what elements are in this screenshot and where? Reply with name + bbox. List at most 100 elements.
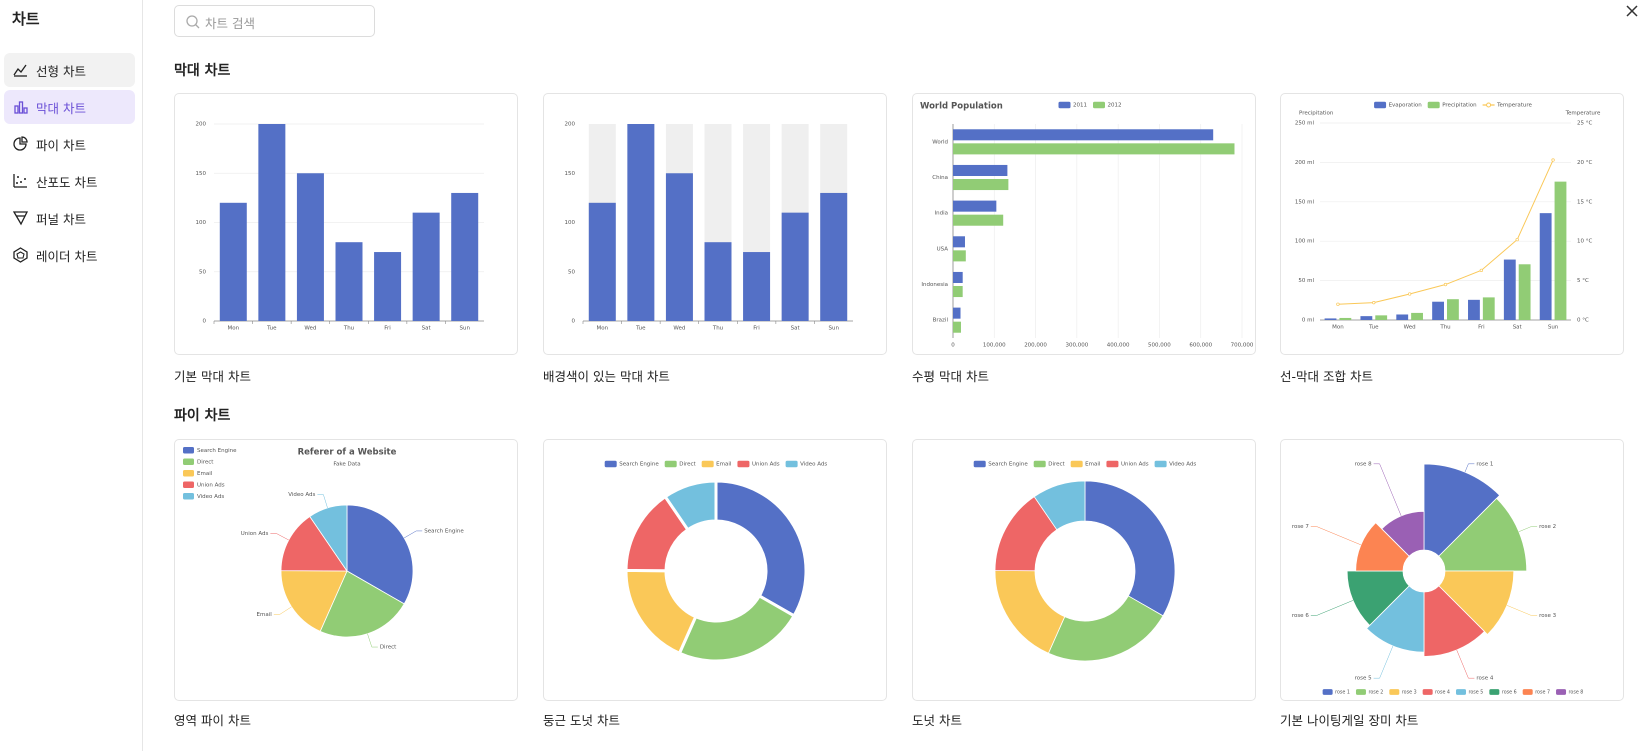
chart-card[interactable]: World Population 2011 2012 0 100,000 200,000 3… xyxy=(912,93,1256,355)
search-icon xyxy=(186,15,200,29)
sidebar-item[interactable]: 퍼널 차트 xyxy=(4,201,135,235)
sidebar-item[interactable]: 막대 차트 xyxy=(4,90,135,124)
bar xyxy=(1375,315,1388,320)
legend-symbol xyxy=(183,493,194,500)
label-line xyxy=(1373,645,1394,679)
card-label: 기본 막대 차트 xyxy=(174,369,251,384)
bar xyxy=(1554,181,1567,320)
search-box[interactable]: 차트 검색 xyxy=(174,5,375,37)
x-tick-label: 100,000 xyxy=(983,343,1006,349)
sidebar-item[interactable]: 레이더 차트 xyxy=(4,238,135,272)
slice-label: Email xyxy=(257,612,273,618)
label-line xyxy=(270,533,289,541)
sidebar-item[interactable]: 산포도 차트 xyxy=(4,164,135,198)
bar xyxy=(953,286,963,298)
legend-label: Temperature xyxy=(1496,103,1532,109)
y-tick-label: India xyxy=(935,211,949,217)
slice xyxy=(1423,463,1501,557)
line-point xyxy=(1407,292,1412,296)
bar xyxy=(953,250,966,262)
sidebar-icon xyxy=(13,211,29,226)
line-point xyxy=(1336,302,1340,306)
chart-subtitle: Fake Data xyxy=(333,462,360,468)
card-label: 선-막대 조합 차트 xyxy=(1280,369,1373,384)
y2-tick-label: 20 °C xyxy=(1577,160,1592,166)
chart-card[interactable]: Referer of a Website Fake Data Search Engi… xyxy=(174,439,518,701)
legend-label: Precipitation xyxy=(1442,103,1477,109)
bar xyxy=(627,124,655,321)
y-tick-label: 200 xyxy=(196,122,207,128)
y-tick-label: 100 ml xyxy=(1295,239,1315,245)
x-tick-label: Sun xyxy=(828,326,839,332)
legend-symbol xyxy=(183,470,194,477)
legend-label: Union Ads xyxy=(197,482,225,488)
chart-card[interactable]: Search Engine Direct Email Union Ads Video A… xyxy=(912,439,1256,701)
legend-label: Video Ads xyxy=(800,462,827,468)
slice-label: Union Ads xyxy=(241,531,269,537)
bar xyxy=(820,192,848,321)
y-tick-label: 100 xyxy=(565,220,576,226)
card-label: 배경색이 있는 막대 차트 xyxy=(543,369,670,384)
slice-label: rose 2 xyxy=(1539,524,1556,530)
bar xyxy=(953,236,965,248)
y-tick-label: China xyxy=(932,175,948,181)
slice xyxy=(1438,570,1515,635)
legend-label: rose 8 xyxy=(1569,690,1584,696)
legend-label: rose 5 xyxy=(1469,690,1484,696)
x-tick-label: 0 xyxy=(951,343,955,349)
sidebar-icon xyxy=(13,136,28,151)
legend-label: Email xyxy=(1085,462,1101,468)
legend-label: 2011 xyxy=(1073,103,1087,109)
chart-card[interactable]: 0 50 100 150 200 Mon Tue Wed Thu Fri Sat Sun xyxy=(543,93,887,355)
x-tick-label: 500,000 xyxy=(1148,343,1171,349)
slice xyxy=(663,479,718,532)
bar xyxy=(1518,264,1531,320)
chart-card[interactable]: Search Engine Direct Email Union Ads Video A… xyxy=(543,439,887,701)
legend-symbol xyxy=(1322,689,1333,695)
chart-card[interactable]: Evaporation Precipitation Temperature Preci… xyxy=(1280,93,1624,355)
x-tick-label: 300,000 xyxy=(1065,343,1088,349)
slice-label: rose 3 xyxy=(1539,613,1557,619)
legend-label: Direct xyxy=(197,459,214,465)
x-tick-label: Fri xyxy=(1478,325,1485,331)
sidebar: 차트 선형 차트 막대 차트 파이 차트 산포도 차트 퍼널 차트 레이더 차트 xyxy=(0,0,143,751)
legend-symbol xyxy=(1556,689,1567,695)
legend-label: Search Engine xyxy=(988,462,1028,468)
label-line xyxy=(1506,605,1538,616)
sidebar-item[interactable]: 파이 차트 xyxy=(4,127,135,161)
bar xyxy=(374,252,402,321)
legend-symbol xyxy=(785,460,798,468)
legend-symbol xyxy=(973,460,986,468)
legend: Search Engine Direct Email Union Ads Video A… xyxy=(604,460,827,468)
y2-axis-name: Temperature xyxy=(1565,111,1601,117)
legend-symbol xyxy=(183,447,194,454)
slice xyxy=(1355,522,1410,572)
legend-symbol xyxy=(1389,689,1400,695)
label-line xyxy=(367,633,378,648)
legend-symbol xyxy=(701,460,714,468)
chart-card[interactable]: rose 1 rose 2 rose 3 rose 4 rose 5 rose 6 rose… xyxy=(1280,439,1624,701)
chart-thumbnail: Referer of a Website Fake Data Search Engi… xyxy=(183,447,464,651)
y2-tick-label: 15 °C xyxy=(1577,199,1592,205)
slice xyxy=(1423,585,1485,657)
sidebar-item[interactable]: 선형 차트 xyxy=(4,53,135,87)
section-title: 막대 차트 xyxy=(174,63,231,79)
legend: Search Engine Direct Email Union Ads Video A… xyxy=(973,460,1196,468)
close-button[interactable] xyxy=(1624,2,1640,20)
line-point xyxy=(1372,301,1376,305)
bar xyxy=(451,192,479,321)
bar xyxy=(1447,299,1459,320)
legend-symbol xyxy=(1522,689,1533,695)
y-tick-label: 150 xyxy=(196,171,207,177)
legend-label: Direct xyxy=(679,462,696,468)
y-tick-label: 0 ml xyxy=(1302,318,1315,324)
y-tick-label: 0 xyxy=(572,319,576,325)
label-line xyxy=(1373,463,1402,516)
card-label: 영역 파이 차트 xyxy=(174,713,251,728)
chart-title: World Population xyxy=(920,102,1003,112)
chart-card[interactable]: 0 50 100 150 200 Mon Tue Wed Thu Fri Sat Sun xyxy=(174,93,518,355)
y-axis-name: Precipitation xyxy=(1299,111,1334,117)
section-title: 파이 차트 xyxy=(174,408,231,424)
slice xyxy=(346,504,414,605)
